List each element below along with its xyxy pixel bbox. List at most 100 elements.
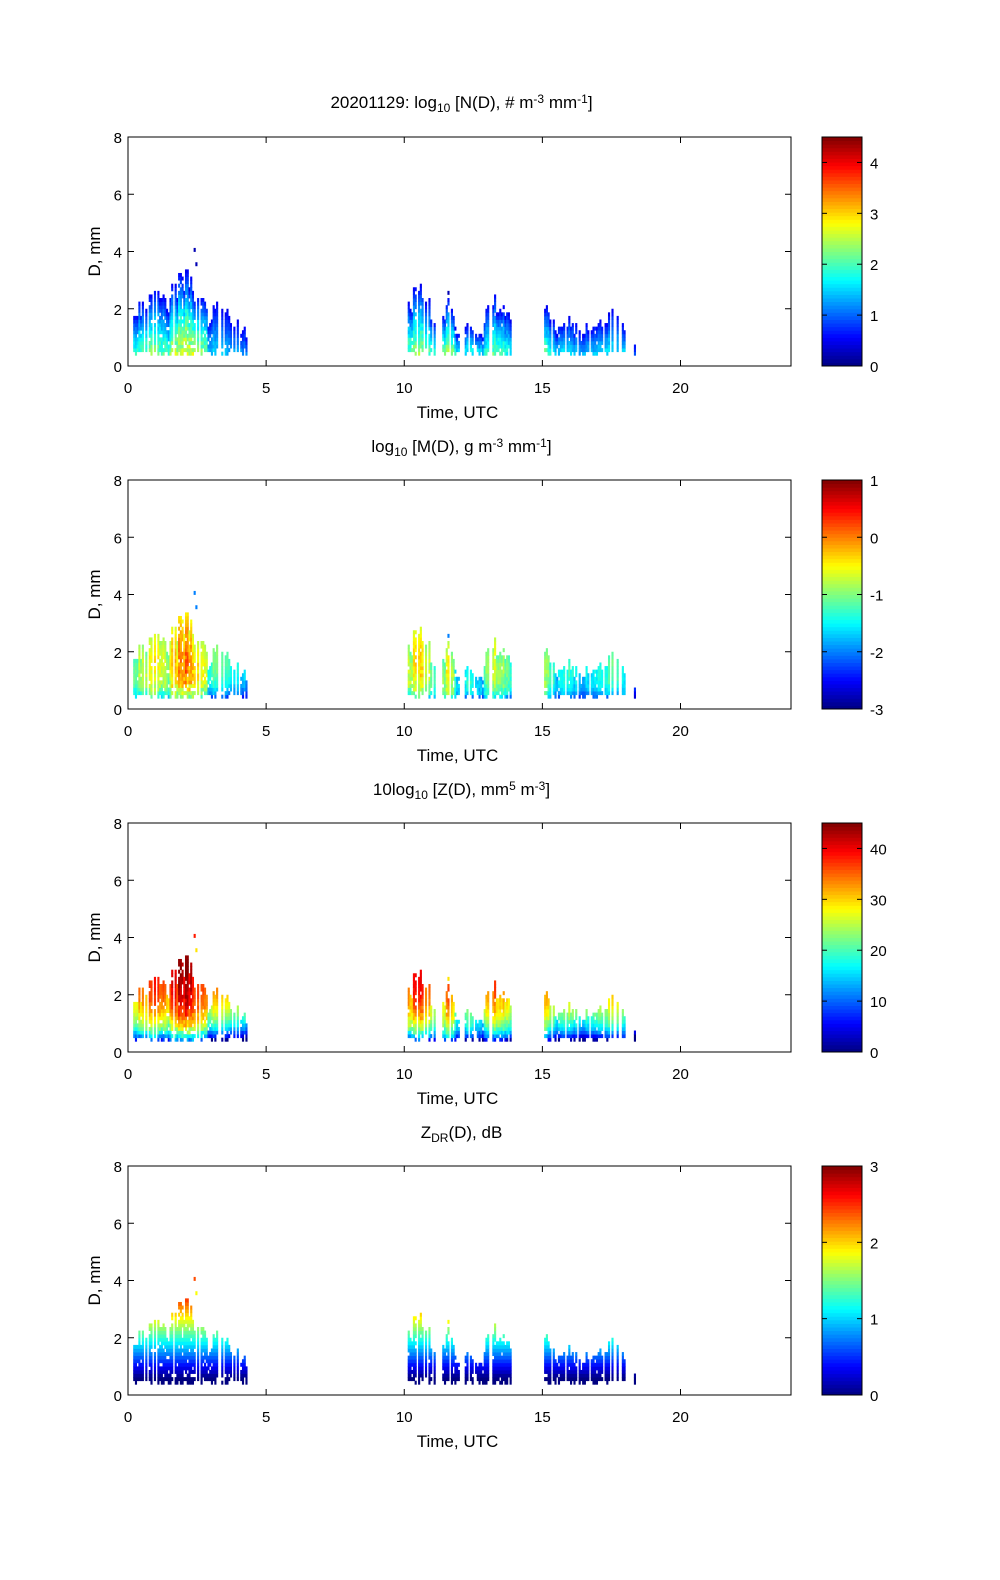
colorbar-segment [822,183,862,188]
heatmap-cell [485,344,488,349]
heatmap-cell [571,1012,574,1017]
heatmap-cell [443,680,447,685]
heatmap-cell [485,1016,488,1021]
heatmap-cell [212,1034,215,1039]
heatmap-cell [492,1034,495,1039]
heatmap-cell [499,319,502,324]
heatmap-cell [621,687,624,692]
heatmap-cell [245,1034,248,1039]
heatmap-cell [464,1030,467,1035]
heatmap-cell [193,323,196,328]
heatmap-cell [205,326,208,331]
colorbar-segment [822,140,862,145]
heatmap-cell [178,691,181,696]
heatmap-cell [445,1005,448,1010]
heatmap-cell [160,344,163,349]
heatmap-cell [585,330,588,335]
heatmap-cell [178,1366,181,1371]
heatmap-cell [190,1023,193,1028]
heatmap-cell [578,1019,581,1024]
heatmap-cell [138,662,141,667]
heatmap-cell [557,340,561,345]
heatmap-cell [153,1341,157,1346]
heatmap-cell [197,994,200,999]
heatmap-cell [409,319,412,324]
heatmap-cell [191,984,195,988]
heatmap-cell [210,330,214,335]
heatmap-cell [419,662,422,667]
heatmap-cell [212,680,215,685]
heatmap-cell [145,1016,148,1021]
heatmap-cell [174,633,177,638]
heatmap-cell [433,1026,436,1031]
heatmap-cell [178,987,181,992]
heatmap-cell [141,1005,144,1010]
heatmap-cell [500,1016,504,1021]
heatmap-cell [160,641,163,645]
heatmap-cell [487,348,490,353]
heatmap-cell [178,323,181,328]
heatmap-cell [209,323,212,328]
heatmap-cell [224,673,227,678]
heatmap-cell [621,1012,624,1017]
heatmap-cell [492,1026,495,1031]
heatmap-cell [447,333,450,338]
heatmap-cell [169,648,172,653]
heatmap-cell [428,1034,431,1039]
heatmap-cell [487,305,490,310]
heatmap-cell [428,641,431,645]
heatmap-cell [504,683,507,688]
heatmap-cell [445,683,448,688]
heatmap-cell [160,1030,163,1035]
heatmap-cell [141,340,144,345]
heatmap-cell [424,991,428,996]
heatmap-cell [141,344,144,349]
heatmap-cell [169,305,172,310]
heatmap-cell [571,1030,574,1035]
heatmap-cell [169,344,172,349]
heatmap-cell [443,1016,447,1021]
heatmap-cell [169,666,172,671]
heatmap-cell [604,323,607,328]
heatmap-cell [145,1352,148,1357]
heatmap-cell [561,1016,564,1021]
heatmap-cell [148,330,151,335]
heatmap-cell [433,1037,436,1042]
heatmap-cell [153,1023,157,1028]
heatmap-cell [419,326,422,331]
heatmap-cell [160,694,163,699]
heatmap-cell [191,323,195,328]
heatmap-cell [178,1005,181,1010]
heatmap-cell [607,1009,611,1014]
heatmap-cell [544,337,547,342]
heatmap-cell [545,676,548,681]
heatmap-cell [183,290,186,295]
heatmap-cell [554,1023,557,1028]
heatmap-cell [621,337,624,342]
heatmap-cell [587,676,590,681]
heatmap-cell [452,673,455,678]
heatmap-cell [203,987,207,992]
heatmap-cell [597,330,600,335]
heatmap-cell [209,1019,212,1024]
heatmap-cell [216,998,219,1003]
colorbar-segment [822,698,862,703]
heatmap-cell [200,301,203,306]
heatmap-cell [607,669,611,674]
heatmap-cell [499,658,502,663]
heatmap-cell [485,340,488,345]
heatmap-cell [148,1005,151,1010]
colorbar-segment [822,208,862,213]
heatmap-cell [447,641,450,645]
colorbar-segment [822,287,862,292]
heatmap-cell [228,666,231,671]
heatmap-cell [443,1019,447,1024]
heatmap-cell [418,984,421,988]
heatmap-cell [134,1366,138,1371]
heatmap-cell [509,691,512,696]
heatmap-cell [153,691,157,696]
heatmap-cell [456,1034,459,1039]
heatmap-cell [561,1019,564,1024]
heatmap-cell [140,680,143,685]
colorbar-segment [822,998,862,1003]
